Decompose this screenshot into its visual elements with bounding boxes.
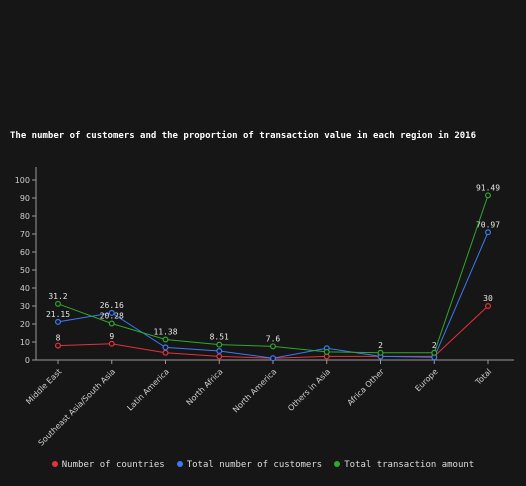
data-point bbox=[431, 349, 438, 356]
series-line bbox=[57, 195, 489, 354]
data-point bbox=[485, 303, 492, 310]
y-tick-label: 20 bbox=[20, 320, 30, 329]
x-tick-label: Africa Other bbox=[346, 367, 387, 408]
data-label: 2 bbox=[432, 341, 437, 350]
data-label: 70.97 bbox=[476, 220, 500, 229]
data-label: 20.28 bbox=[100, 311, 124, 320]
legend-item[interactable]: Number of countries bbox=[51, 460, 165, 470]
legend-dot-icon bbox=[334, 461, 341, 467]
data-label: 30 bbox=[483, 294, 493, 303]
data-label: 7.6 bbox=[266, 334, 281, 343]
legend-dot-icon bbox=[51, 461, 58, 467]
legend-item[interactable]: Total transaction amount bbox=[334, 460, 474, 470]
x-tick-label: North America bbox=[231, 367, 278, 414]
x-tick-label: Latin America bbox=[125, 367, 171, 413]
legend-label: Total transaction amount bbox=[344, 460, 475, 470]
data-label: 8 bbox=[56, 334, 61, 343]
data-label: 26.16 bbox=[100, 301, 124, 310]
y-tick-label: 40 bbox=[20, 284, 30, 293]
data-label: 8.51 bbox=[210, 333, 229, 342]
chart-legend: Number of countries Total number of custo… bbox=[0, 452, 526, 471]
y-tick-label: 30 bbox=[20, 302, 30, 311]
data-label: 11.38 bbox=[153, 328, 177, 337]
data-label: 21.15 bbox=[46, 310, 70, 319]
y-tick-label: 60 bbox=[20, 248, 30, 257]
legend-dot-icon bbox=[176, 461, 183, 467]
data-point bbox=[377, 349, 384, 356]
data-point bbox=[54, 318, 61, 325]
y-tick-label: 90 bbox=[20, 194, 30, 203]
y-tick-label: 10 bbox=[20, 338, 30, 347]
data-point bbox=[162, 349, 169, 356]
data-point bbox=[54, 300, 61, 307]
data-point bbox=[270, 355, 277, 362]
data-point bbox=[485, 229, 492, 236]
data-label: 91.49 bbox=[476, 183, 500, 192]
data-point bbox=[216, 348, 223, 355]
data-point bbox=[108, 309, 115, 316]
data-point bbox=[162, 336, 169, 343]
y-tick-label: 80 bbox=[20, 212, 30, 221]
y-tick-label: 0 bbox=[25, 356, 30, 365]
y-tick-label: 50 bbox=[20, 266, 30, 275]
data-label: 31.2 bbox=[48, 292, 67, 301]
x-tick-label: Total bbox=[473, 367, 493, 387]
y-tick-label: 100 bbox=[15, 176, 30, 185]
data-point bbox=[108, 320, 115, 327]
data-label: 2 bbox=[378, 341, 383, 350]
chart-title: The number of customers and the proporti… bbox=[10, 131, 476, 141]
y-tick-label: 70 bbox=[20, 230, 30, 239]
data-point bbox=[270, 343, 277, 350]
data-point bbox=[485, 192, 492, 199]
data-point bbox=[323, 348, 330, 355]
legend-item[interactable]: Total number of customers bbox=[176, 460, 323, 470]
data-point bbox=[216, 341, 223, 348]
legend-label: Number of countries bbox=[61, 460, 165, 470]
data-point bbox=[216, 353, 223, 360]
x-tick-label: Others in Asia bbox=[286, 367, 332, 413]
x-tick-label: North Africa bbox=[185, 367, 225, 407]
data-point bbox=[162, 344, 169, 351]
data-point bbox=[54, 342, 61, 349]
data-point bbox=[108, 340, 115, 347]
data-label: 9 bbox=[109, 332, 114, 341]
legend-label: Total number of customers bbox=[186, 460, 323, 470]
x-tick-label: Europe bbox=[413, 367, 439, 393]
x-tick-label: Middle East bbox=[24, 367, 63, 406]
